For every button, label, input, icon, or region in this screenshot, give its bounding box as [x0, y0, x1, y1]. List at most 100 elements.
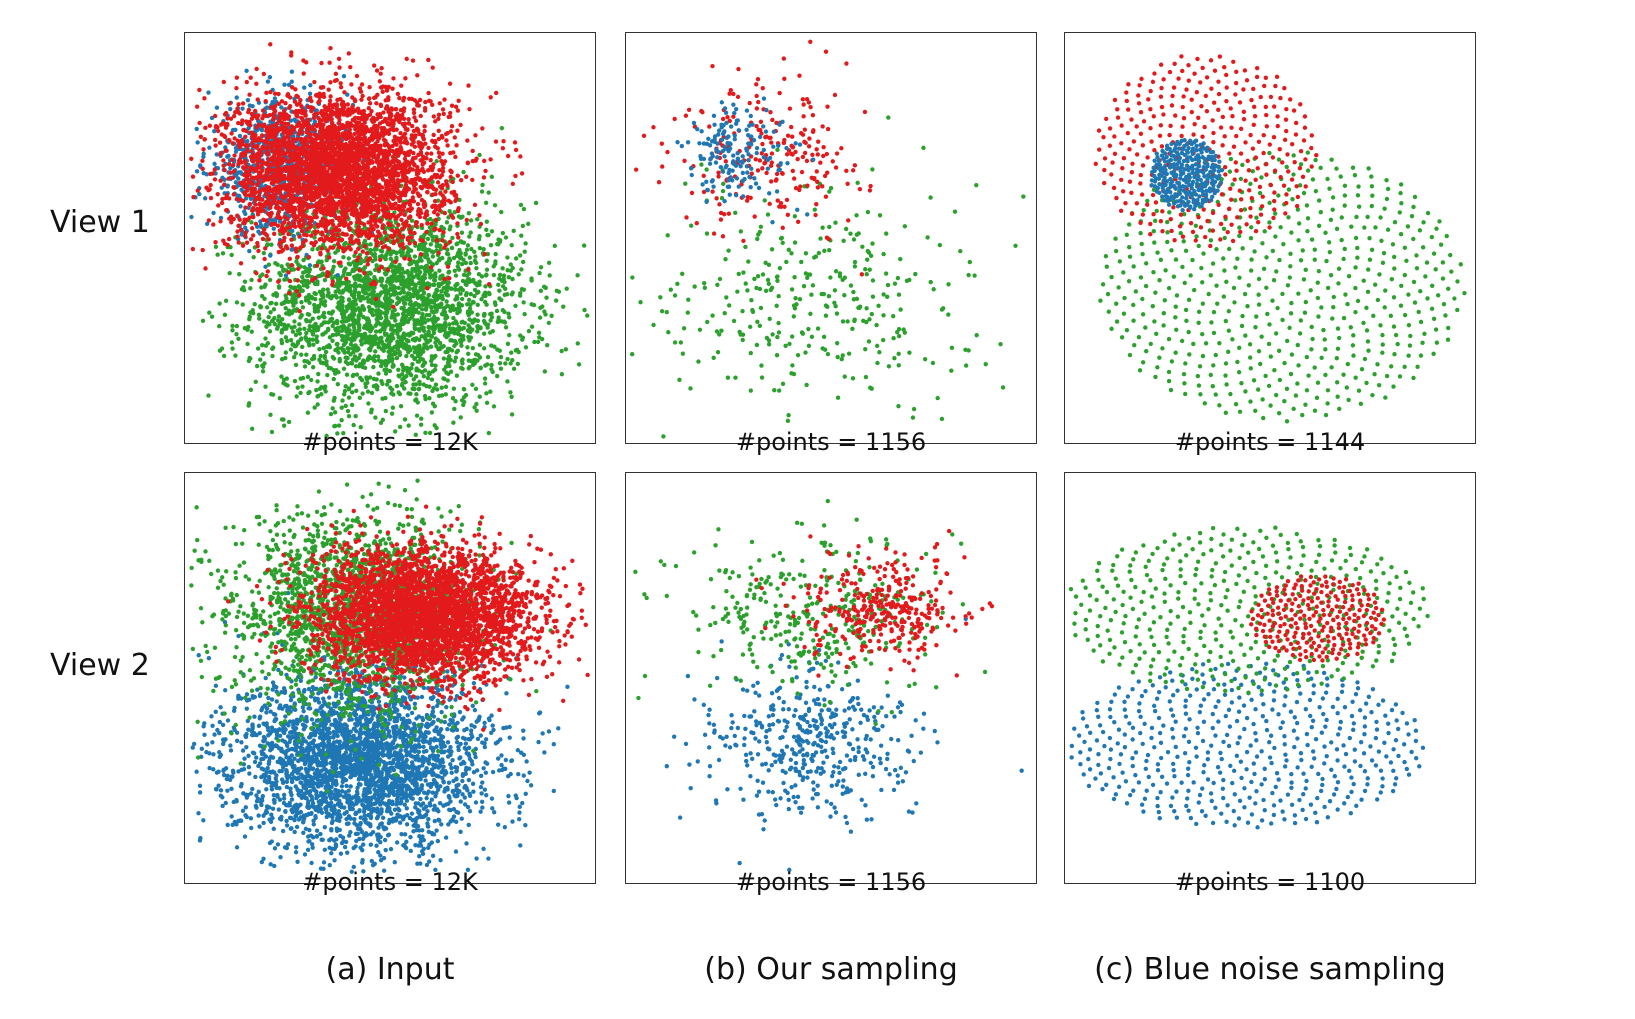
scatter-point: [269, 300, 274, 306]
scatter-point: [449, 103, 455, 108]
scatter-point: [357, 395, 363, 401]
scatter-point: [317, 259, 323, 265]
scatter-point: [461, 257, 466, 262]
scatter-point: [283, 335, 289, 340]
scatter-point: [256, 248, 261, 254]
scatter-point: [442, 276, 447, 282]
scatter-point: [310, 332, 316, 337]
scatter-point: [399, 362, 405, 367]
scatter-point: [314, 334, 319, 339]
scatter-point: [470, 382, 475, 387]
scatter-point: [231, 113, 237, 119]
scatter-point: [446, 371, 451, 377]
scatter-point: [231, 192, 236, 197]
scatter-point: [503, 325, 509, 330]
scatter-point: [297, 322, 302, 327]
scatter-point: [323, 320, 328, 325]
scatter-point: [409, 218, 415, 223]
scatter-point: [433, 274, 438, 279]
scatter-point: [321, 345, 326, 351]
scatter-point: [335, 381, 341, 387]
scatter-point: [238, 261, 244, 266]
scatter-point: [392, 429, 398, 434]
scatter-point: [266, 314, 271, 320]
scatter-point: [300, 384, 305, 389]
scatter-point: [211, 210, 216, 216]
scatter-point: [477, 342, 483, 347]
scatter-point: [409, 270, 414, 275]
scatter-point: [340, 315, 346, 320]
scatter-point: [411, 345, 416, 350]
scatter-point: [373, 341, 378, 346]
scatter-point: [470, 320, 475, 325]
scatter-point: [465, 278, 470, 283]
scatter-point: [203, 196, 208, 201]
scatter-point: [498, 366, 504, 371]
scatter-point: [427, 272, 433, 277]
scatter-point: [333, 71, 339, 76]
scatter-point: [222, 177, 227, 182]
scatter-point: [402, 345, 408, 351]
scatter-point: [321, 310, 327, 316]
scatter-point: [475, 302, 480, 308]
scatter-point: [260, 230, 266, 235]
scatter-point: [325, 372, 330, 378]
scatter-point: [352, 354, 358, 359]
scatter-point: [375, 354, 381, 359]
scatter-point: [362, 258, 367, 264]
scatter-point: [284, 296, 289, 301]
scatter-point: [391, 362, 396, 368]
scatter-point: [307, 263, 313, 268]
scatter-point: [295, 328, 300, 333]
scatter-point: [433, 271, 438, 276]
scatter-point: [300, 288, 305, 293]
scatter-point: [356, 332, 362, 338]
scatter-point: [321, 332, 326, 337]
scatter-point: [529, 278, 534, 283]
scatter-point: [245, 341, 250, 347]
scatter-point: [263, 384, 268, 389]
scatter-point: [335, 431, 340, 436]
scatter-point: [357, 363, 362, 369]
scatter-point: [362, 244, 368, 249]
scatter-point: [223, 298, 229, 303]
scatter-point: [366, 401, 371, 406]
scatter-point: [378, 71, 383, 76]
scatter-point: [399, 281, 404, 287]
scatter-point: [359, 97, 364, 102]
scatter-point: [442, 333, 448, 338]
scatter-point: [367, 292, 372, 297]
scatter-point: [432, 198, 438, 204]
scatter-point: [301, 221, 306, 227]
scatter-point: [484, 258, 489, 263]
scatter-point: [459, 296, 465, 302]
scatter-point: [289, 79, 294, 84]
scatter-point: [411, 377, 416, 382]
scatter-point: [195, 188, 200, 193]
scatter-point: [230, 141, 235, 146]
scatter-point: [236, 176, 241, 181]
scatter-point: [354, 372, 360, 377]
scatter-point: [291, 355, 297, 360]
scatter-point: [261, 146, 266, 151]
scatter-point: [376, 371, 381, 376]
scatter-point: [508, 268, 513, 273]
scatter-point: [326, 251, 331, 257]
scatter-point: [340, 398, 345, 403]
scatter-point: [427, 225, 433, 230]
scatter-point: [381, 342, 386, 347]
scatter-point: [540, 304, 545, 309]
scatter-point: [466, 267, 471, 272]
scatter-point: [474, 408, 479, 413]
scatter-point: [325, 248, 330, 253]
scatter-point: [458, 340, 464, 345]
scatter-point: [214, 152, 219, 157]
scatter-point: [383, 256, 389, 262]
scatter-point: [390, 315, 395, 320]
scatter-point: [265, 79, 271, 84]
scatter-point: [442, 286, 447, 291]
scatter-point: [333, 423, 338, 429]
scatter-point: [521, 206, 527, 212]
scatter-point: [398, 271, 404, 276]
scatter-point: [454, 282, 459, 287]
